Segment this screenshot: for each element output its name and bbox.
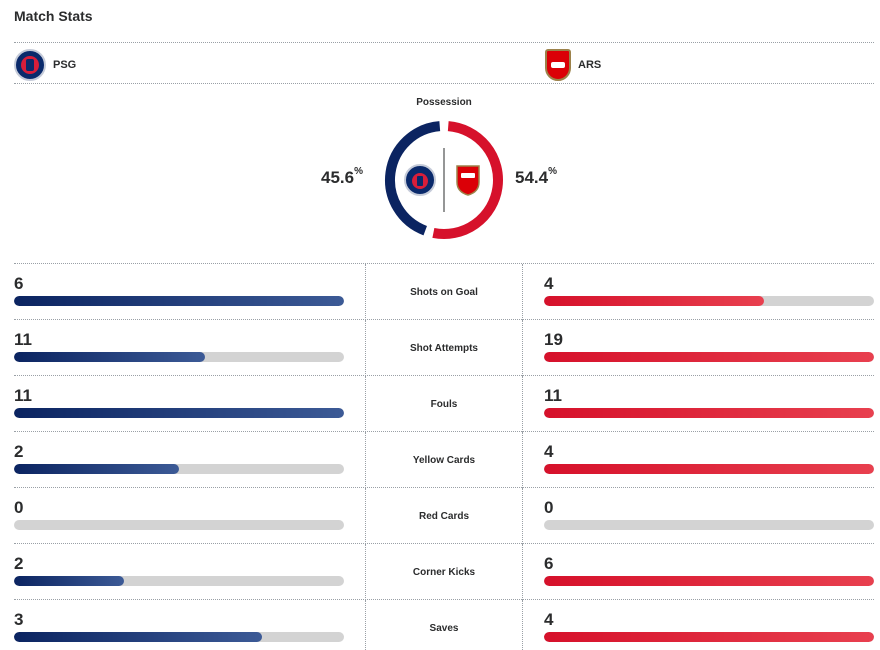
home-stat-bar-fill xyxy=(14,352,206,362)
away-stat-value: 4 xyxy=(544,442,554,461)
away-stat-bar xyxy=(544,520,874,530)
away-stat-bar-fill xyxy=(544,352,874,362)
home-stat-bar xyxy=(14,632,344,642)
away-stat-bar xyxy=(544,576,874,586)
away-possession-arc xyxy=(432,121,503,239)
stat-label: Saves xyxy=(365,600,523,650)
home-stat-value: 3 xyxy=(14,610,24,629)
home-stat-bar xyxy=(14,464,344,474)
home-team[interactable]: PSG xyxy=(14,49,76,81)
stat-row: 11 Shot Attempts 19 xyxy=(14,320,874,376)
home-stat-bar-fill xyxy=(14,296,344,306)
stat-label: Shot Attempts xyxy=(365,320,523,376)
away-possession: 54.4% xyxy=(515,166,557,188)
psg-crest-icon xyxy=(404,164,436,196)
away-stat-value: 11 xyxy=(544,386,562,405)
home-stat-bar xyxy=(14,576,344,586)
home-stat-bar-fill xyxy=(14,576,124,586)
stat-row: 2 Yellow Cards 4 xyxy=(14,432,874,488)
away-possession-unit: % xyxy=(548,166,557,177)
home-possession: 45.6% xyxy=(321,166,363,188)
stat-label: Yellow Cards xyxy=(365,432,523,488)
away-stat-bar xyxy=(544,352,874,362)
home-stat-bar-fill xyxy=(14,408,344,418)
possession-section: Possession 45.6% 54.4% xyxy=(14,84,874,264)
stat-row: 0 Red Cards 0 xyxy=(14,488,874,544)
away-stat-value: 4 xyxy=(544,610,554,629)
away-team[interactable]: ARS xyxy=(545,49,601,81)
away-stat-bar-fill xyxy=(544,408,874,418)
arsenal-crest-icon xyxy=(456,165,480,196)
stat-label: Fouls xyxy=(365,376,523,432)
home-stat-bar-fill xyxy=(14,632,262,642)
stat-row: 3 Saves 4 xyxy=(14,600,874,650)
psg-crest-icon xyxy=(14,49,46,81)
away-stat-bar xyxy=(544,296,874,306)
page-title: Match Stats xyxy=(14,8,93,24)
stat-label: Corner Kicks xyxy=(365,544,523,600)
stats-table: 6 Shots on Goal 4 11 Shot Attempts 19 11 Fouls 1… xyxy=(14,264,874,650)
away-stat-bar xyxy=(544,464,874,474)
away-stat-bar xyxy=(544,632,874,642)
home-stat-value: 2 xyxy=(14,554,24,573)
away-possession-value: 54.4 xyxy=(515,168,549,187)
away-stat-bar-fill xyxy=(544,632,874,642)
home-stat-bar xyxy=(14,408,344,418)
home-stat-bar-fill xyxy=(14,464,179,474)
home-stat-value: 6 xyxy=(14,274,24,293)
home-stat-value: 2 xyxy=(14,442,24,461)
away-stat-bar-fill xyxy=(544,296,764,306)
away-stat-value: 6 xyxy=(544,554,554,573)
home-stat-value: 11 xyxy=(14,330,32,349)
possession-label: Possession xyxy=(416,97,472,108)
stat-label: Red Cards xyxy=(365,488,523,544)
away-stat-bar-fill xyxy=(544,464,874,474)
home-stat-bar xyxy=(14,520,344,530)
stat-row: 6 Shots on Goal 4 xyxy=(14,264,874,320)
home-possession-unit: % xyxy=(354,166,363,177)
teams-header: PSG ARS xyxy=(14,42,874,84)
stat-label: Shots on Goal xyxy=(365,264,523,320)
away-stat-value: 0 xyxy=(544,498,554,517)
away-team-abbr: ARS xyxy=(578,59,602,71)
arsenal-crest-icon xyxy=(545,49,571,81)
possession-donut-chart xyxy=(385,121,503,239)
home-team-abbr: PSG xyxy=(53,59,77,71)
home-stat-value: 0 xyxy=(14,498,24,517)
away-stat-bar-fill xyxy=(544,576,874,586)
away-stat-value: 4 xyxy=(544,274,554,293)
home-possession-value: 45.6 xyxy=(321,168,355,187)
home-stat-bar xyxy=(14,296,344,306)
away-stat-bar xyxy=(544,408,874,418)
home-possession-arc xyxy=(385,121,441,236)
stat-row: 2 Corner Kicks 6 xyxy=(14,544,874,600)
away-stat-value: 19 xyxy=(544,330,563,349)
home-stat-value: 11 xyxy=(14,386,32,405)
home-stat-bar xyxy=(14,352,344,362)
stat-row: 11 Fouls 11 xyxy=(14,376,874,432)
